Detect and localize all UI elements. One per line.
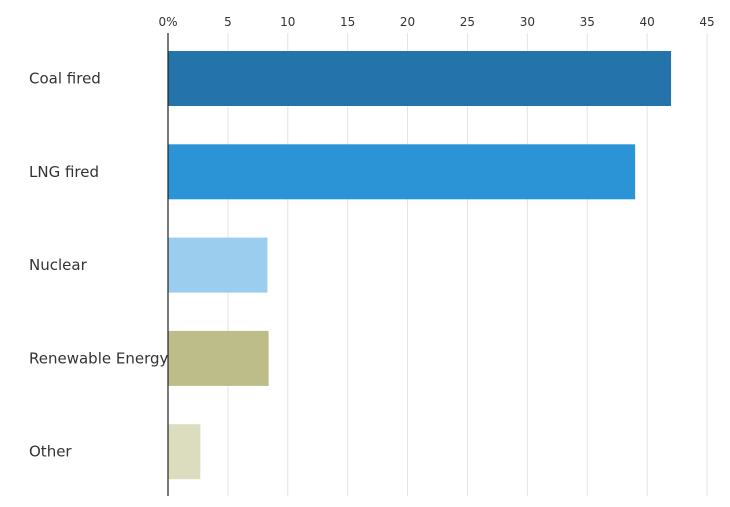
x-tick-label-0: 0% xyxy=(158,15,177,29)
x-tick-label-45: 45 xyxy=(699,15,714,29)
x-tick-label-25: 25 xyxy=(460,15,475,29)
category-label-coal-fired: Coal fired xyxy=(29,70,101,88)
x-tick-label-15: 15 xyxy=(340,15,355,29)
bar-lng-fired xyxy=(168,144,636,200)
x-tick-label-5: 5 xyxy=(224,15,232,29)
bar-coal-fired xyxy=(168,51,672,106)
bar-nuclear xyxy=(168,237,268,293)
bar-other xyxy=(168,424,201,480)
x-tick-label-35: 35 xyxy=(580,15,595,29)
category-label-other: Other xyxy=(29,443,72,461)
category-label-lng-fired: LNG fired xyxy=(29,163,99,181)
category-label-nuclear: Nuclear xyxy=(29,256,88,274)
bars xyxy=(168,51,672,480)
x-tick-labels: 0% 5 10 15 20 25 30 35 40 45 xyxy=(158,15,714,29)
x-tick-label-30: 30 xyxy=(520,15,535,29)
x-tick-label-20: 20 xyxy=(400,15,415,29)
bar-renewable-energy xyxy=(168,330,269,386)
category-label-renewable-energy: Renewable Energy xyxy=(29,349,168,367)
category-labels: Coal fired LNG fired Nuclear Renewable Ener… xyxy=(29,70,168,461)
gridlines xyxy=(227,33,708,496)
x-tick-label-40: 40 xyxy=(639,15,654,29)
x-tick-label-10: 10 xyxy=(280,15,295,29)
